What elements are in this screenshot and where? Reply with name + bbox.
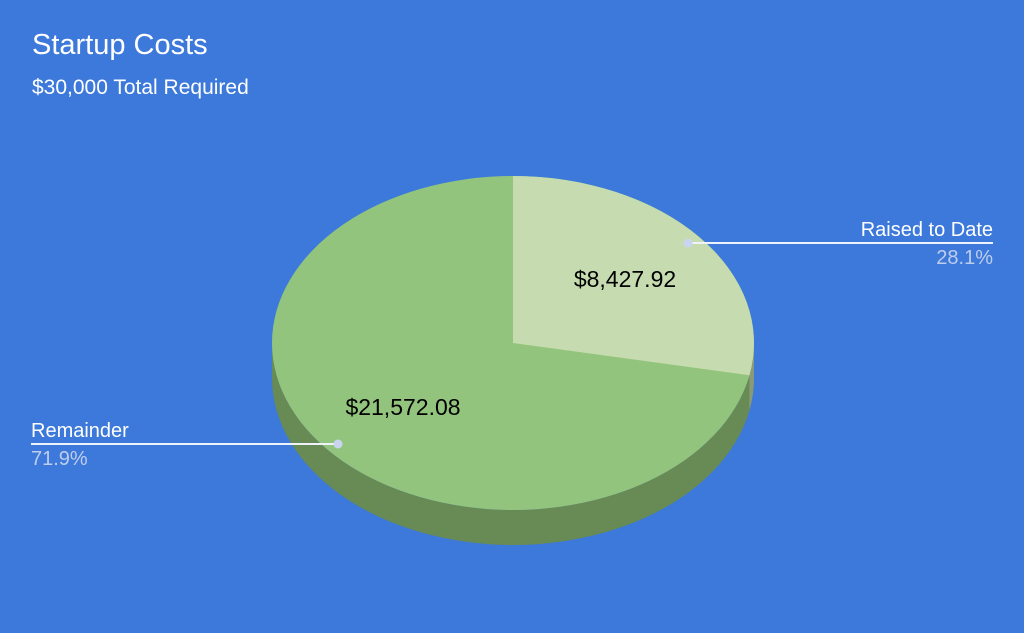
callout-label-remainder: Remainder — [31, 420, 129, 442]
pie-slice-raised-to-date[interactable] — [513, 176, 754, 376]
chart-title: Startup Costs — [32, 29, 208, 61]
slice-value-remainder: $21,572.08 — [345, 394, 461, 420]
slice-value-raised-to-date: $8,427.92 — [573, 266, 677, 292]
callout-label-raised-to-date: Raised to Date — [860, 219, 993, 241]
callout-percent-remainder: 71.9% — [31, 448, 88, 470]
pie-side-raised-to-date — [749, 343, 754, 411]
callout-dot-remainder — [333, 439, 343, 449]
callout-dot-raised-to-date — [683, 238, 693, 248]
callout-percent-raised-to-date: 28.1% — [936, 247, 993, 269]
chart-subtitle: $30,000 Total Required — [32, 76, 249, 99]
pie-side-remainder — [272, 343, 754, 545]
